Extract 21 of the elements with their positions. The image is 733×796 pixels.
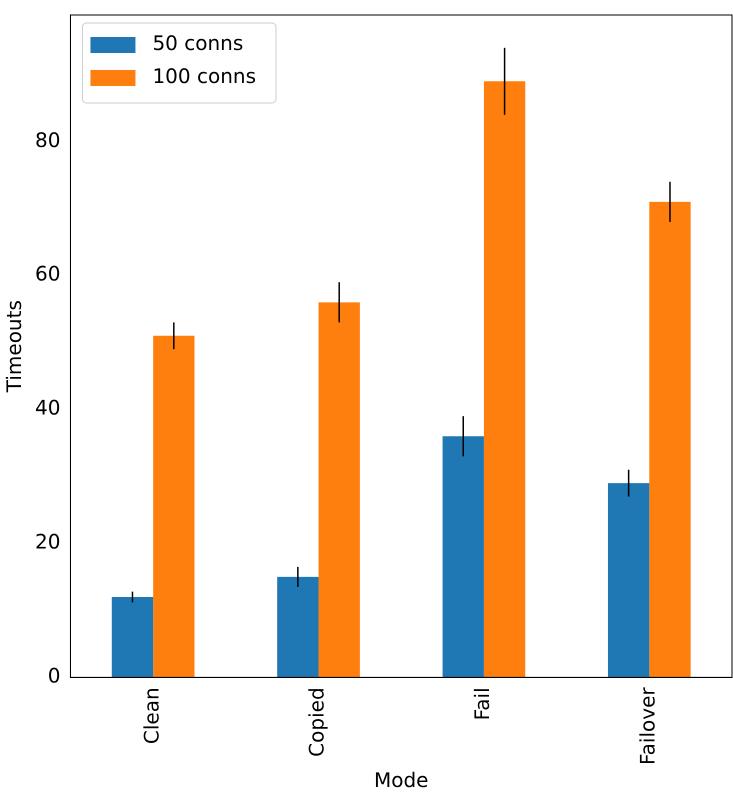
- bar: [649, 202, 691, 678]
- y-tick-label: 80: [34, 128, 60, 152]
- x-tick-label: Copied: [304, 687, 329, 757]
- bar: [277, 576, 319, 678]
- bar: [608, 483, 650, 678]
- x-axis-title: Mode: [374, 768, 428, 792]
- y-axis-title: Timeouts: [2, 300, 26, 394]
- legend-label: 50 conns: [152, 31, 244, 56]
- bar: [153, 336, 194, 678]
- bar: [442, 436, 484, 678]
- y-tick-label: 0: [48, 664, 60, 688]
- bar: [112, 596, 154, 678]
- x-tick-label: Fail: [470, 687, 494, 720]
- y-tick-label: 60: [34, 262, 60, 286]
- legend-label: 100 conns: [152, 64, 256, 88]
- x-tick-label: Failover: [636, 686, 660, 766]
- bar: [484, 81, 526, 678]
- y-tick-label: 20: [34, 530, 60, 554]
- y-tick-label: 40: [34, 396, 60, 420]
- x-tick-label: Clean: [139, 687, 164, 744]
- bar: [318, 302, 360, 678]
